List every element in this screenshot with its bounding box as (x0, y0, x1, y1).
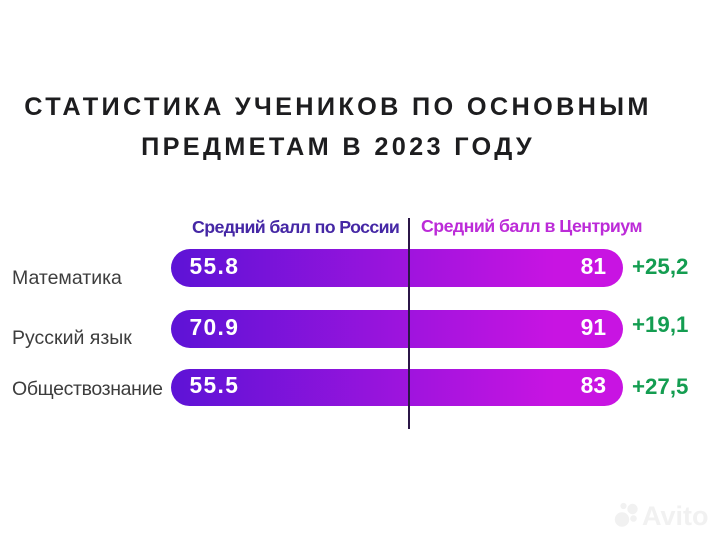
svg-text:Avito: Avito (642, 501, 709, 531)
